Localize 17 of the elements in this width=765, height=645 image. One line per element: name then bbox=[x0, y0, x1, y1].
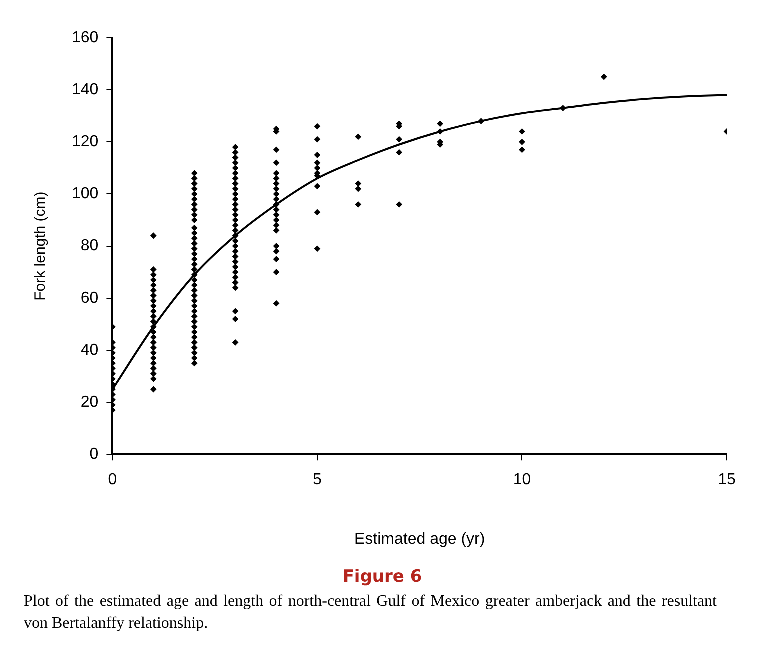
y-tick-label: 80 bbox=[80, 238, 99, 255]
y-tick-label: 60 bbox=[80, 290, 99, 307]
y-tick-label: 140 bbox=[72, 81, 99, 98]
x-axis-title: Estimated age (yr) bbox=[354, 530, 486, 548]
x-tick-label: 10 bbox=[513, 472, 532, 489]
y-tick-label: 120 bbox=[72, 134, 99, 151]
text: Plot of the estimated age and length of north-central Gulf of Mexico greater amberjack and the resultant von Bertalanffy relationship. bbox=[23, 592, 718, 634]
y-tick-label: 40 bbox=[80, 342, 99, 359]
y-tick-label: 100 bbox=[72, 186, 99, 203]
x-tick-label: 15 bbox=[718, 472, 736, 489]
y-tick-label: 160 bbox=[72, 29, 99, 46]
y-tick-label: 20 bbox=[80, 394, 99, 411]
x-tick-label: 0 bbox=[108, 472, 118, 489]
y-tick-label: 0 bbox=[90, 446, 99, 464]
y-axis-title: Fork length (cm) bbox=[32, 192, 50, 301]
text: Figure 6 bbox=[342, 567, 424, 587]
x-tick-label: 5 bbox=[313, 472, 322, 489]
